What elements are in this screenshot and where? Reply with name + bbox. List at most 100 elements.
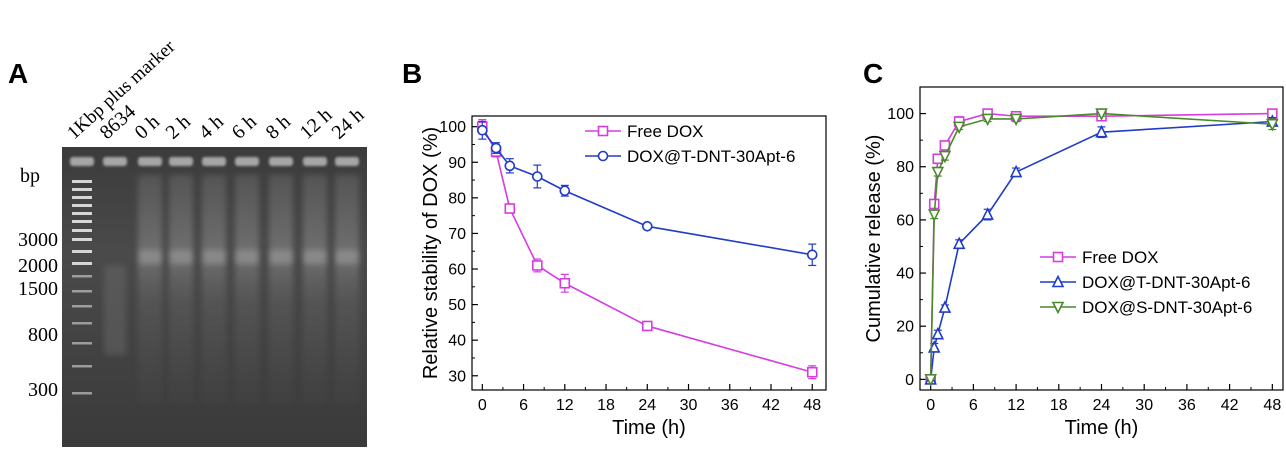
gel-ladder-band [72,392,92,395]
gel-ladder-band [72,342,92,345]
x-tick-label: 6 [519,397,528,414]
gel-ladder-band [72,275,92,278]
gel-band-2000 [236,250,258,264]
gel-image [62,147,367,447]
gel-well [202,157,226,166]
legend-label: DOX@S-DNT-30Apt-6 [1082,298,1252,317]
gel-ladder-band [72,196,92,199]
gel-ladder-band [72,305,92,308]
data-point [504,160,516,172]
gel-lane-smear [335,175,359,405]
gel-ladder-band [72,250,92,253]
gel-well [235,157,259,166]
legend-entry: Free DOX [585,122,704,141]
data-point [532,260,543,271]
gel-well [70,157,94,166]
data-point [806,249,818,261]
y-tick-label: 80 [448,190,466,207]
y-axis-title: Relative stability of DOX (%) [420,127,442,379]
gel-size-label: 300 [28,379,58,401]
gel-ladder-band [72,204,92,207]
x-tick-label: 12 [1007,397,1025,414]
gel-lane-smear [169,175,193,405]
legend-entry: Free DOX [1040,248,1159,267]
legend-label: Free DOX [1082,248,1159,267]
gel-well [103,157,127,166]
data-point [1266,118,1279,132]
panel-a-letter: A [8,58,28,89]
x-tick-label: 36 [721,397,739,414]
y-tick-label: 90 [448,155,466,172]
gel-size-label: 1500 [18,278,58,300]
x-tick-label: 24 [1093,397,1111,414]
x-tick-label: 18 [597,397,615,414]
gel-ladder-band [72,290,92,293]
data-point [806,366,818,378]
x-axis-title: Time (h) [1065,417,1139,439]
gel-ladder-band [72,238,92,241]
legend-marker [597,150,609,162]
data-point [927,209,941,222]
panel-b-chart: B 0 6 12 18 24 30 36 42 48 30 40 50 60 70 80 90 100 Time … [402,58,827,439]
x-tick-label: 48 [803,397,821,414]
panel-c-letter: C [863,58,883,89]
y-axis-title: Cumulative release (%) [863,135,885,343]
gel-well [303,157,327,166]
gel-ladder-band [72,180,92,183]
data-point [490,142,502,154]
data-point [1095,124,1108,138]
gel-well [138,157,162,166]
y-tick-label: 60 [448,262,466,279]
plot-frame [471,115,827,391]
gel-ladder-band [72,322,92,325]
series-1 [925,108,1278,385]
gel-lane-smear [303,175,327,405]
series-3 [924,108,1279,387]
gel-size-label: 3000 [18,229,58,251]
gel-ladder-band [72,188,92,191]
data-point [931,166,945,180]
x-tick-label: 48 [1263,397,1281,414]
x-tick-label: 18 [1050,397,1068,414]
gel-well [169,157,193,166]
gel-size-label: 800 [28,324,58,346]
gel-lane-smear [269,175,293,405]
gel-band-2000 [139,250,161,264]
gel-ladder-band [72,229,92,232]
x-tick-label: 30 [680,397,698,414]
y-tick-label: 30 [448,368,466,385]
data-point [952,121,966,135]
panel-c-chart: C 0 6 12 18 24 30 36 42 48 0 20 40 60 80 100 Time (h) Cu… [863,58,1284,439]
x-tick-label: 36 [1178,397,1196,414]
gel-band-2000 [270,250,292,264]
gel-band-2000 [170,250,192,264]
gel-lane-smear [202,175,226,405]
legend-entry: DOX@T-DNT-30Apt-6 [1040,273,1250,292]
gel-band-2000 [203,250,225,264]
legend-label: DOX@T-DNT-30Apt-6 [627,147,795,166]
data-point [1009,113,1023,127]
x-tick-label: 24 [638,397,656,414]
gel-ladder-band [72,212,92,215]
x-tick-label: 42 [1221,397,1239,414]
gel-lane-label: 24 h [328,104,369,144]
gel-lane-label: 6 h [228,111,261,144]
data-point [641,221,653,232]
x-tick-label: 6 [969,397,978,414]
gel-well [269,157,293,166]
gel-lane-smear [104,265,126,355]
y-tick-label: 40 [448,333,466,350]
data-point [924,374,937,387]
x-tick-label: 30 [1135,397,1153,414]
gel-lane-smear [138,175,162,405]
x-tick-label: 42 [762,397,780,414]
y-tick-label: 40 [896,266,914,283]
data-point [532,171,543,182]
gel-ladder-band [72,220,92,223]
y-tick-label: 100 [439,119,466,136]
data-point [981,113,994,127]
y-tick-label: 80 [896,159,914,176]
